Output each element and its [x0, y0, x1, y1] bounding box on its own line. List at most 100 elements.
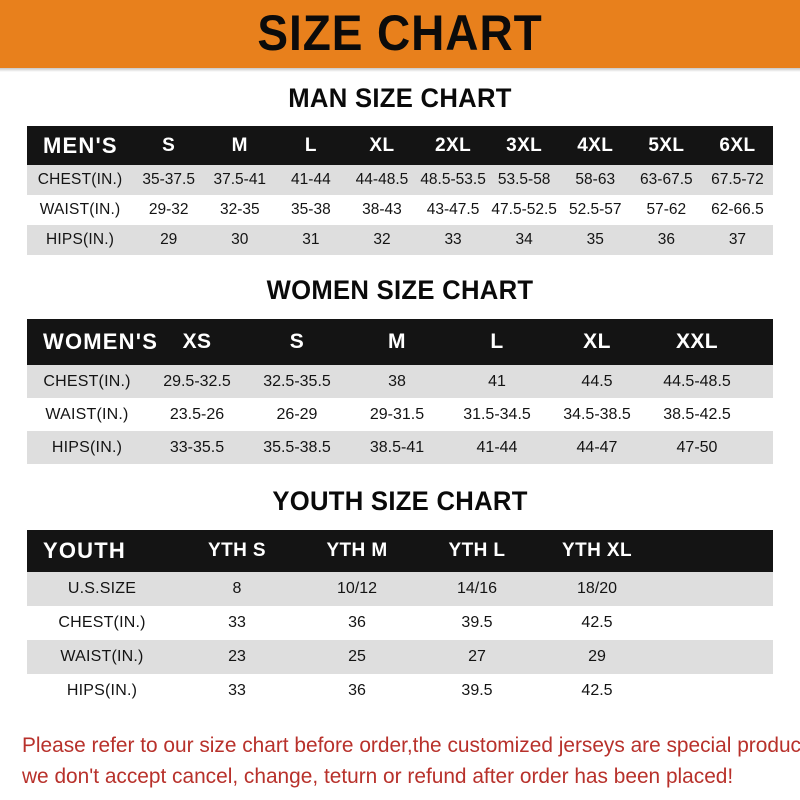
- man-size-section: MAN SIZE CHART MEN'S S M L XL 2XL 3XL 4XL 5XL 6XL…: [0, 83, 800, 255]
- table-cell: 41-44: [447, 431, 547, 464]
- table-row: HIPS(IN.) 33-35.5 35.5-38.5 38.5-41 41-44 44-…: [27, 431, 773, 464]
- youth-table-header-row: YOUTH YTH S YTH M YTH L YTH XL: [27, 530, 773, 572]
- table-cell: 63-67.5: [630, 165, 702, 195]
- man-column-header-6: 3XL: [488, 126, 560, 165]
- table-cell: 67.5-72: [701, 165, 773, 195]
- table-cell: 33: [417, 225, 489, 255]
- table-cell: 33-35.5: [147, 431, 247, 464]
- women-row-label-1: CHEST(IN.): [27, 365, 147, 398]
- table-row: CHEST(IN.) 35-37.5 37.5-41 41-44 44-48.5 48.5…: [27, 165, 773, 195]
- man-row-label-3: HIPS(IN.): [27, 225, 134, 255]
- women-header-spacer: [747, 319, 773, 365]
- table-cell: 33: [177, 606, 297, 640]
- women-size-table: WOMEN'S XS S M L XL XXL CHEST(IN.) 29.5-32.5 32.5…: [27, 319, 773, 464]
- table-row: HIPS(IN.) 33 36 39.5 42.5: [27, 674, 773, 708]
- man-section-title: MAN SIZE CHART: [288, 83, 512, 113]
- youth-size-section: YOUTH SIZE CHART YOUTH YTH S YTH M YTH L YTH…: [0, 486, 800, 708]
- women-row-label-2: WAIST(IN.): [27, 398, 147, 431]
- women-column-header-2: S: [247, 319, 347, 365]
- man-row-label-2: WAIST(IN.): [27, 195, 134, 225]
- table-cell: 18/20: [537, 572, 657, 606]
- youth-row-label-4: HIPS(IN.): [27, 674, 177, 708]
- table-cell: 42.5: [537, 674, 657, 708]
- table-cell: 31: [275, 225, 347, 255]
- man-table-body: MEN'S S M L XL 2XL 3XL 4XL 5XL 6XL CHEST(IN.) 35-37…: [27, 126, 773, 255]
- chart-content: MAN SIZE CHART MEN'S S M L XL 2XL 3XL 4XL 5XL 6XL…: [0, 83, 800, 792]
- table-cell: 32.5-35.5: [247, 365, 347, 398]
- youth-section-title: YOUTH SIZE CHART: [272, 486, 528, 516]
- table-row: WAIST(IN.) 23 25 27 29: [27, 640, 773, 674]
- table-cell: 58-63: [559, 165, 631, 195]
- man-row-label-1: CHEST(IN.): [27, 165, 134, 195]
- table-cell: 44.5-48.5: [647, 365, 747, 398]
- table-cell: 41-44: [275, 165, 347, 195]
- women-row-label-3: HIPS(IN.): [27, 431, 147, 464]
- table-cell: 23.5-26: [147, 398, 247, 431]
- women-column-header-6: XXL: [647, 319, 747, 365]
- youth-column-header-2: YTH M: [297, 530, 417, 572]
- man-column-header-2: M: [204, 126, 276, 165]
- man-column-header-4: XL: [346, 126, 418, 165]
- row-spacer: [747, 398, 773, 431]
- youth-row-label-3: WAIST(IN.): [27, 640, 177, 674]
- row-spacer: [657, 606, 773, 640]
- table-row: HIPS(IN.) 29 30 31 32 33 34 35 36 37: [27, 225, 773, 255]
- table-cell: 47.5-52.5: [488, 195, 560, 225]
- table-cell: 43-47.5: [417, 195, 489, 225]
- women-table-header-row: WOMEN'S XS S M L XL XXL: [27, 319, 773, 365]
- women-corner-label: WOMEN'S: [27, 319, 157, 365]
- row-spacer: [657, 674, 773, 708]
- row-spacer: [747, 431, 773, 464]
- table-cell: 34.5-38.5: [547, 398, 647, 431]
- table-cell: 35-38: [275, 195, 347, 225]
- man-column-header-5: 2XL: [417, 126, 489, 165]
- table-cell: 44.5: [547, 365, 647, 398]
- table-cell: 52.5-57: [559, 195, 631, 225]
- row-spacer: [657, 640, 773, 674]
- order-policy-note: Please refer to our size chart before or…: [22, 730, 800, 792]
- row-spacer: [747, 365, 773, 398]
- table-cell: 32: [346, 225, 418, 255]
- table-cell: 23: [177, 640, 297, 674]
- table-cell: 25: [297, 640, 417, 674]
- table-cell: 33: [177, 674, 297, 708]
- table-cell: 10/12: [297, 572, 417, 606]
- table-cell: 44-48.5: [346, 165, 418, 195]
- youth-column-header-1: YTH S: [177, 530, 297, 572]
- page-title: SIZE CHART: [257, 5, 543, 61]
- table-cell: 35: [559, 225, 631, 255]
- table-cell: 26-29: [247, 398, 347, 431]
- table-row: CHEST(IN.) 33 36 39.5 42.5: [27, 606, 773, 640]
- table-cell: 35-37.5: [133, 165, 205, 195]
- table-row: WAIST(IN.) 29-32 32-35 35-38 38-43 43-47.5 47.…: [27, 195, 773, 225]
- table-cell: 36: [297, 606, 417, 640]
- table-cell: 29: [133, 225, 205, 255]
- table-row: U.S.SIZE 8 10/12 14/16 18/20: [27, 572, 773, 606]
- table-cell: 27: [417, 640, 537, 674]
- table-cell: 39.5: [417, 674, 537, 708]
- table-cell: 8: [177, 572, 297, 606]
- table-cell: 41: [447, 365, 547, 398]
- women-column-header-4: L: [447, 319, 547, 365]
- table-cell: 62-66.5: [701, 195, 773, 225]
- table-cell: 38.5-42.5: [647, 398, 747, 431]
- table-cell: 48.5-53.5: [417, 165, 489, 195]
- size-chart-banner: SIZE CHART: [0, 0, 800, 72]
- table-cell: 39.5: [417, 606, 537, 640]
- youth-size-table: YOUTH YTH S YTH M YTH L YTH XL U.S.SIZE 8 10/12…: [27, 530, 773, 708]
- row-spacer: [657, 572, 773, 606]
- man-column-header-3: L: [275, 126, 347, 165]
- table-cell: 32-35: [204, 195, 276, 225]
- table-cell: 42.5: [537, 606, 657, 640]
- table-cell: 36: [297, 674, 417, 708]
- table-cell: 47-50: [647, 431, 747, 464]
- table-row: WAIST(IN.) 23.5-26 26-29 29-31.5 31.5-34.5 34…: [27, 398, 773, 431]
- table-cell: 14/16: [417, 572, 537, 606]
- women-size-section: WOMEN SIZE CHART WOMEN'S XS S M L XL XXL CHEST(…: [0, 275, 800, 464]
- table-cell: 29-32: [133, 195, 205, 225]
- table-cell: 30: [204, 225, 276, 255]
- order-policy-line-2: we don't accept cancel, change, teturn o…: [22, 764, 734, 788]
- table-row: CHEST(IN.) 29.5-32.5 32.5-35.5 38 41 44.5 44.5…: [27, 365, 773, 398]
- table-cell: 29-31.5: [347, 398, 447, 431]
- table-cell: 35.5-38.5: [247, 431, 347, 464]
